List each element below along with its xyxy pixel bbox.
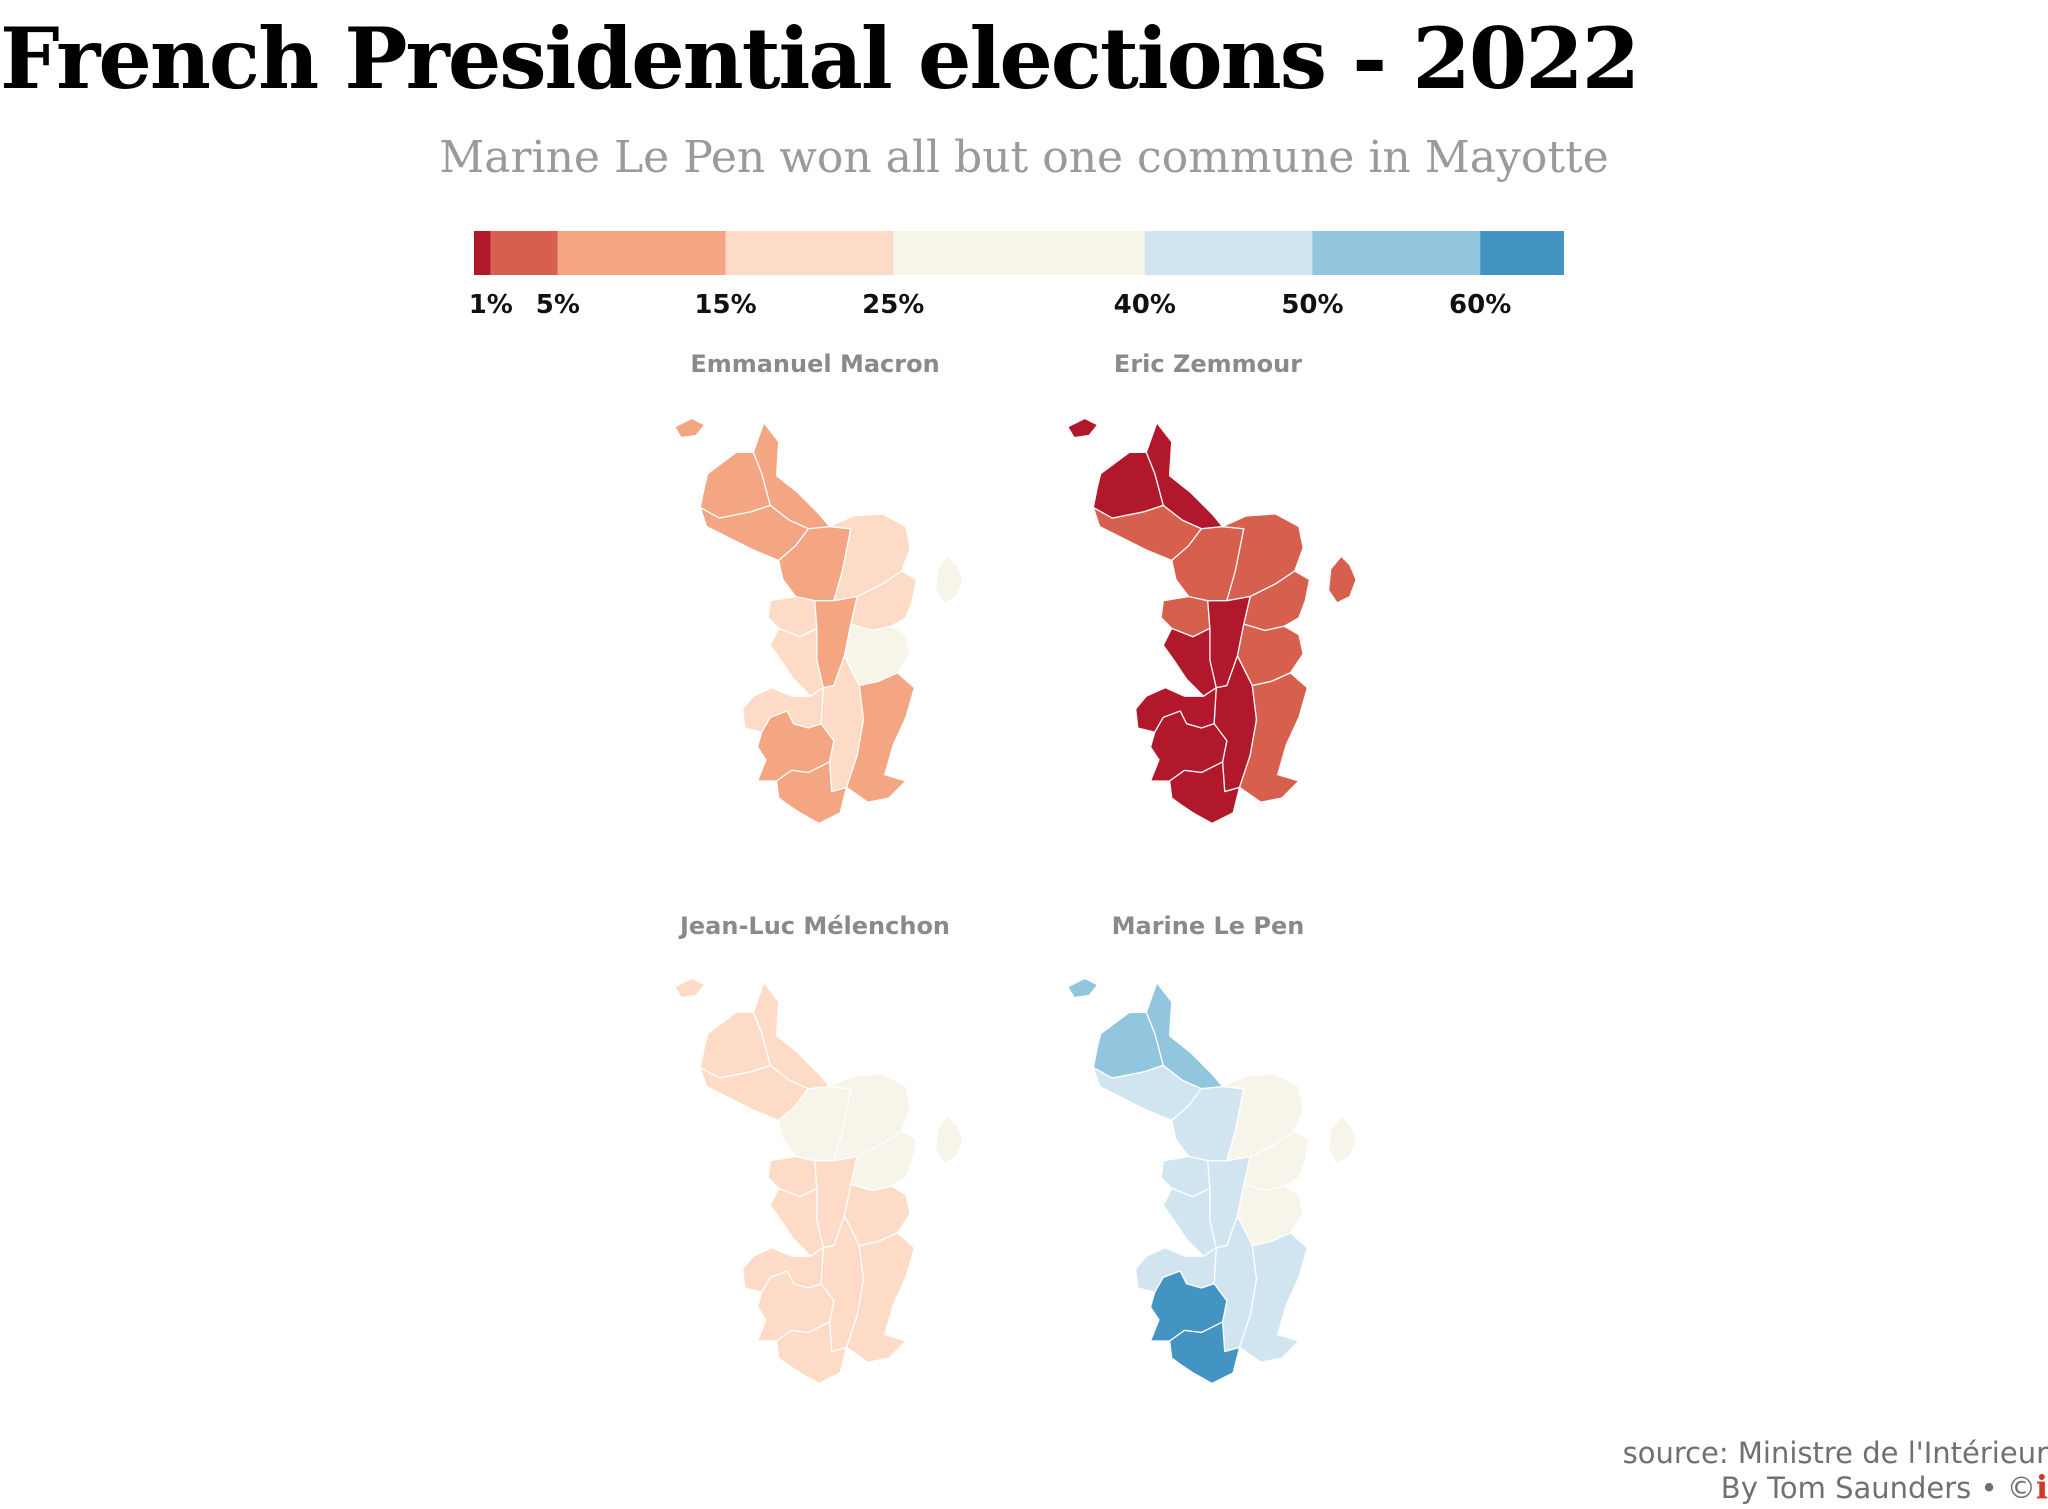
commune-south — [1168, 1321, 1241, 1385]
page-title: French Presidential elections - 2022 — [0, 9, 1640, 108]
commune-southeast — [845, 672, 916, 803]
credits: source: Ministre de l'Intérieur By Tom S… — [1623, 1436, 2048, 1505]
legend-swatch — [725, 231, 894, 275]
commune-north-islet — [674, 417, 706, 439]
copyright-symbol: © — [2006, 1471, 2036, 1505]
commune-south — [775, 1321, 848, 1385]
legend-swatch — [893, 231, 1145, 275]
commune-petite-terre — [934, 1115, 964, 1164]
legend-swatch — [1312, 231, 1481, 275]
legend-tick-label: 15% — [694, 290, 756, 320]
commune-south — [1168, 761, 1241, 825]
commune-west-lower — [1162, 1187, 1217, 1257]
legend-tick-label: 5% — [536, 290, 580, 320]
byline-separator: • — [1980, 1471, 1998, 1505]
commune-west-lower — [769, 1187, 824, 1257]
commune-west-mid — [767, 1155, 818, 1198]
map-macron — [674, 417, 964, 825]
byline: By Tom Saunders • ©i — [1623, 1470, 2048, 1505]
panel-title-macron: Emmanuel Macron — [690, 350, 940, 378]
commune-southeast — [1238, 1232, 1309, 1363]
legend-swatch — [557, 231, 726, 275]
map-melenchon — [674, 977, 964, 1385]
panel-title-le-pen: Marine Le Pen — [1111, 912, 1305, 940]
commune-south — [775, 761, 848, 825]
legend-swatch — [474, 231, 491, 275]
legend-swatch — [490, 231, 558, 275]
map-zemmour — [1067, 417, 1357, 825]
commune-north-islet — [1067, 977, 1099, 999]
commune-southeast — [1238, 672, 1309, 803]
legend-tick-label: 25% — [862, 290, 924, 320]
legend-tick-label: 60% — [1449, 290, 1511, 320]
byline-text: By Tom Saunders — [1720, 1471, 1972, 1505]
color-legend: 1% 5% 15% 25% 40% 50% 60% — [469, 231, 1564, 320]
commune-west-lower — [769, 627, 824, 697]
page-subtitle: Marine Le Pen won all but one commune in… — [439, 132, 1609, 183]
source-note: source: Ministre de l'Intérieur — [1622, 1436, 2048, 1470]
commune-north-islet — [1067, 417, 1099, 439]
legend-tick-label: 1% — [469, 290, 513, 320]
commune-southeast — [845, 1232, 916, 1363]
commune-north-islet — [674, 977, 706, 999]
legend-swatch — [1480, 231, 1564, 275]
legend-swatch — [1144, 231, 1313, 275]
legend-tick-label: 40% — [1114, 290, 1176, 320]
legend-tick-label: 50% — [1281, 290, 1343, 320]
commune-west-mid — [1160, 1155, 1211, 1198]
commune-west-lower — [1162, 627, 1217, 697]
panel-title-melenchon: Jean-Luc Mélenchon — [679, 912, 951, 940]
commune-petite-terre — [1327, 555, 1357, 604]
commune-west-mid — [1160, 595, 1211, 638]
panel-title-zemmour: Eric Zemmour — [1113, 350, 1303, 378]
commune-west-mid — [767, 595, 818, 638]
map-le-pen — [1067, 977, 1357, 1385]
i-logo: i — [2035, 1468, 2048, 1506]
commune-petite-terre — [1327, 1115, 1357, 1164]
commune-petite-terre — [934, 555, 964, 604]
